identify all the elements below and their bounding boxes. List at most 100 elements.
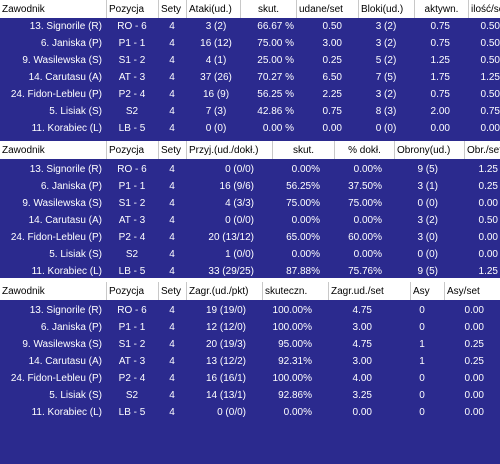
accuracy: 0.00% [353,164,382,175]
table-row[interactable]: 6. Janiska (P) P1 - 1 4 16 (12) 75.00 % … [0,37,500,50]
aces: 0 [419,305,425,316]
sets: 4 [169,390,175,401]
table1-header: Zawodnik Pozycja Sety Ataki(ud.) skut. u… [0,0,500,18]
table-row[interactable]: 5. Lisiak (S) S2 4 14 (13/1) 92.86% 3.25… [0,389,500,402]
accuracy: 0.00% [353,215,382,226]
table1-header-activity[interactable]: aktywn. [414,0,468,18]
efficiency: 0.00 % [262,123,294,134]
table-row[interactable]: 5. Lisiak (S) S2 4 7 (3) 42.86 % 0.75 8 … [0,105,500,118]
table-row[interactable]: 24. Fidon-Lebleu (P) P2 - 4 4 16 (9) 56.… [0,88,500,101]
table-row[interactable]: 11. Korabiec (L) LB - 5 4 33 (29/25) 87.… [0,265,500,278]
attacks: 16 (9) [202,89,230,100]
table-row[interactable]: 13. Signorile (R) RO - 6 4 0 (0/0) 0.00%… [0,163,500,176]
table2-header-digs-per-set[interactable]: Obr./set [464,141,500,159]
table1-header-efficiency[interactable]: skut. [240,0,296,18]
sets: 4 [169,38,175,49]
table-row[interactable]: 6. Janiska (P) P1 - 1 4 12 (12/0) 100.00… [0,321,500,334]
table1-header-blocks[interactable]: Bloki(ud.) [358,0,414,18]
player-name: 5. Lisiak (S) [49,390,102,401]
table-row[interactable]: 5. Lisiak (S) S2 4 1 (0/0) 0.00% 0.00% 0… [0,248,500,261]
table-row[interactable]: 14. Carutasu (A) AT - 3 4 0 (0/0) 0.00% … [0,214,500,227]
position: S2 [125,390,139,401]
table1-header-player[interactable]: Zawodnik [2,3,45,15]
sets: 4 [169,164,175,175]
table-row[interactable]: 14. Carutasu (A) AT - 3 4 37 (26) 70.27 … [0,71,500,84]
serves: 13 (12/2) [205,356,246,367]
table-row[interactable]: 13. Signorile (R) RO - 6 4 3 (2) 66.67 %… [0,20,500,33]
table-row[interactable]: 24. Fidon-Lebleu (P) P2 - 4 4 20 (13/12)… [0,231,500,244]
table3-header-position[interactable]: Pozycja [106,282,158,300]
position: S1 - 2 [118,55,146,66]
digs: 0 (0) [417,198,438,209]
player-name: 14. Carutasu (A) [28,215,102,226]
successful-per-set: 0.25 [322,55,342,66]
table1-header-successful-per-set[interactable]: udane/set [296,0,358,18]
table-row[interactable]: 6. Janiska (P) P1 - 1 4 16 (9/6) 56.25% … [0,180,500,193]
table1-header-position[interactable]: Pozycja [106,0,158,18]
table-row[interactable]: 24. Fidon-Lebleu (P) P2 - 4 4 16 (16/1) … [0,372,500,385]
table-row[interactable]: 11. Korabiec (L) LB - 5 4 0 (0) 0.00 % 0… [0,122,500,135]
player-name: 24. Fidon-Lebleu (P) [10,89,102,100]
accuracy: 75.76% [348,266,382,277]
position: AT - 3 [118,72,146,83]
position: AT - 3 [118,215,146,226]
serves: 19 (19/0) [205,305,246,316]
blocks: 3 (2) [375,89,397,100]
table-row[interactable]: 13. Signorile (R) RO - 6 4 19 (19/0) 100… [0,304,500,317]
table2-header-accuracy[interactable]: % dokł. [334,141,394,159]
table2-header-digs[interactable]: Obrony(ud.) [394,141,464,159]
table3-header-serves-per-set[interactable]: Zagr.ud./set [328,282,410,300]
table-row[interactable]: 14. Carutasu (A) AT - 3 4 13 (12/2) 92.3… [0,355,500,368]
efficiency: 0.00% [291,215,320,226]
sets: 4 [169,198,175,209]
table3-header: Zawodnik Pozycja Sety Zagr.(ud./pkt) sku… [0,282,500,300]
blocks: 3 (2) [375,38,397,49]
receptions: 20 (13/12) [208,232,254,243]
efficiency: 75.00 % [257,38,294,49]
position: P2 - 4 [118,373,146,384]
successful-per-set: 0.75 [322,106,342,117]
table3-header-player[interactable]: Zawodnik [2,285,45,297]
table3-header-aces-per-set[interactable]: Asy/set [444,282,500,300]
table2-header-receptions[interactable]: Przyj.(ud./dokł.) [186,141,272,159]
sets: 4 [169,266,175,277]
sets: 4 [169,232,175,243]
serves-per-set: 3.00 [352,322,372,333]
sets: 4 [169,322,175,333]
count-per-set: 0.50 [480,89,500,100]
table1-header-count-per-set[interactable]: ilość/set [468,0,500,18]
efficiency: 42.86 % [257,106,294,117]
player-name: 9. Wasilewska (S) [22,55,102,66]
position: P1 - 1 [118,38,146,49]
successful-per-set: 0.00 [322,123,342,134]
serves-per-set: 4.75 [352,305,372,316]
table-row[interactable]: 11. Korabiec (L) LB - 5 4 0 (0/0) 0.00% … [0,406,500,419]
digs: 9 (5) [417,164,438,175]
table-row[interactable]: 9. Wasilewska (S) S1 - 2 4 4 (3/3) 75.00… [0,197,500,210]
player-name: 24. Fidon-Lebleu (P) [10,373,102,384]
player-name: 9. Wasilewska (S) [22,198,102,209]
table1-header-attacks[interactable]: Ataki(ud.) [186,0,240,18]
count-per-set: 0.00 [480,123,500,134]
table2-header-position[interactable]: Pozycja [106,141,158,159]
table-row[interactable]: 9. Wasilewska (S) S1 - 2 4 4 (1) 25.00 %… [0,54,500,67]
serves-per-set: 4.00 [352,373,372,384]
aces-per-set: 0.00 [464,373,484,384]
table3-header-sets[interactable]: Sety [158,282,186,300]
sets: 4 [169,181,175,192]
table2-header-efficiency[interactable]: skut. [272,141,334,159]
sets: 4 [169,89,175,100]
sets: 4 [169,373,175,384]
efficiency: 87.88% [286,266,320,277]
table2-header-sets[interactable]: Sety [158,141,186,159]
serves-per-set: 3.00 [352,356,372,367]
activity: 0.75 [430,38,450,49]
activity: 2.00 [430,106,450,117]
table2-header-player[interactable]: Zawodnik [2,144,45,156]
table1-header-sets[interactable]: Sety [158,0,186,18]
table-row[interactable]: 9. Wasilewska (S) S1 - 2 4 20 (19/3) 95.… [0,338,500,351]
efficiency: 95.00% [278,339,312,350]
table3-header-aces[interactable]: Asy [410,282,444,300]
table3-header-efficiency[interactable]: skuteczn. [262,282,328,300]
table3-header-serves[interactable]: Zagr.(ud./pkt) [186,282,262,300]
